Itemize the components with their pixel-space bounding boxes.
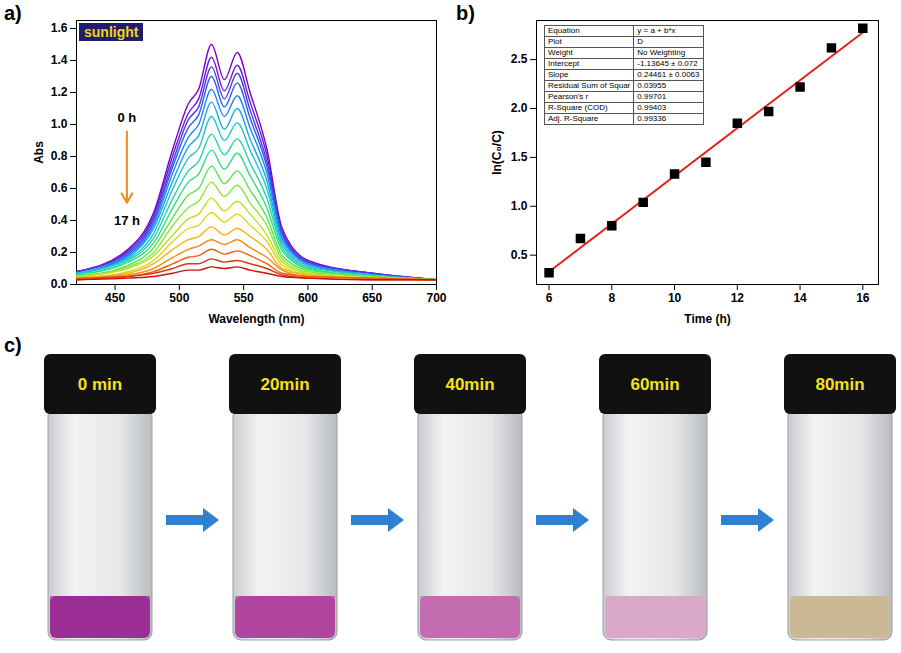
html-text:b): b) [456, 2, 475, 24]
html-text:0.03955: 0.03955 [637, 81, 667, 90]
svg-text:12: 12 [731, 291, 745, 305]
svg-text:0 min: 0 min [78, 375, 122, 394]
svg-text:6: 6 [546, 291, 553, 305]
svg-text:0.0: 0.0 [51, 277, 68, 291]
svg-text:80min: 80min [815, 375, 864, 394]
html-text:y = a + b*x: y = a + b*x [637, 26, 676, 35]
svg-text:14: 14 [793, 291, 807, 305]
svg-text:0.4: 0.4 [51, 213, 68, 227]
svg-text:10: 10 [668, 291, 682, 305]
html-text:Intercept: Intercept [548, 59, 580, 68]
svg-text:0 h: 0 h [118, 110, 137, 125]
svg-text:1.6: 1.6 [51, 21, 68, 35]
svg-text:20min: 20min [260, 375, 309, 394]
html-text:sunlight: sunlight [84, 24, 139, 40]
svg-text:8: 8 [608, 291, 615, 305]
svg-text:500: 500 [169, 291, 189, 305]
svg-text:2.0: 2.0 [511, 101, 528, 115]
html-text:No Weighting: No Weighting [637, 48, 686, 57]
svg-text:1.0: 1.0 [511, 199, 528, 213]
html-text:Slope: Slope [548, 70, 569, 79]
svg-text:16: 16 [856, 291, 870, 305]
html-text:Plot: Plot [548, 37, 562, 46]
html-text:c): c) [4, 334, 22, 356]
svg-text:450: 450 [105, 291, 125, 305]
html-text:Adj. R-Square: Adj. R-Square [548, 114, 599, 123]
svg-text:17 h: 17 h [114, 213, 140, 228]
html-text:0.99403: 0.99403 [637, 103, 667, 112]
svg-text:Wavelength (nm): Wavelength (nm) [208, 312, 304, 326]
html-text:-1.13645 ± 0.072: -1.13645 ± 0.072 [637, 59, 698, 68]
svg-text:Time (h): Time (h) [684, 312, 730, 326]
svg-text:700: 700 [426, 291, 446, 305]
svg-text:550: 550 [234, 291, 254, 305]
svg-text:0.2: 0.2 [51, 245, 68, 259]
svg-text:600: 600 [298, 291, 318, 305]
html-text:Pearson's r: Pearson's r [548, 92, 589, 101]
svg-text:ln(C₀/C): ln(C₀/C) [490, 130, 504, 175]
html-text:Weight: Weight [548, 48, 573, 57]
svg-text:650: 650 [362, 291, 382, 305]
html-text:Residual Sum of Squar: Residual Sum of Squar [548, 81, 631, 90]
html-text:Equation: Equation [548, 26, 580, 35]
svg-text:0.8: 0.8 [51, 149, 68, 163]
html-text:a): a) [4, 2, 22, 24]
svg-text:1.4: 1.4 [51, 53, 68, 67]
svg-text:1.0: 1.0 [51, 117, 68, 131]
svg-text:40min: 40min [445, 375, 494, 394]
svg-text:60min: 60min [630, 375, 679, 394]
svg-text:1.2: 1.2 [51, 85, 68, 99]
html-text:0.99701: 0.99701 [637, 92, 667, 101]
html-text:0.24461 ± 0.0063: 0.24461 ± 0.0063 [637, 70, 700, 79]
html-text:D: D [637, 37, 643, 46]
html-text:0.99336: 0.99336 [637, 114, 667, 123]
svg-text:0.6: 0.6 [51, 181, 68, 195]
svg-text:0.5: 0.5 [511, 248, 528, 262]
svg-text:1.5: 1.5 [511, 150, 528, 164]
svg-text:2.5: 2.5 [511, 52, 528, 66]
svg-text:Abs: Abs [32, 141, 46, 164]
html-text:R-Square (COD): R-Square (COD) [548, 103, 608, 112]
